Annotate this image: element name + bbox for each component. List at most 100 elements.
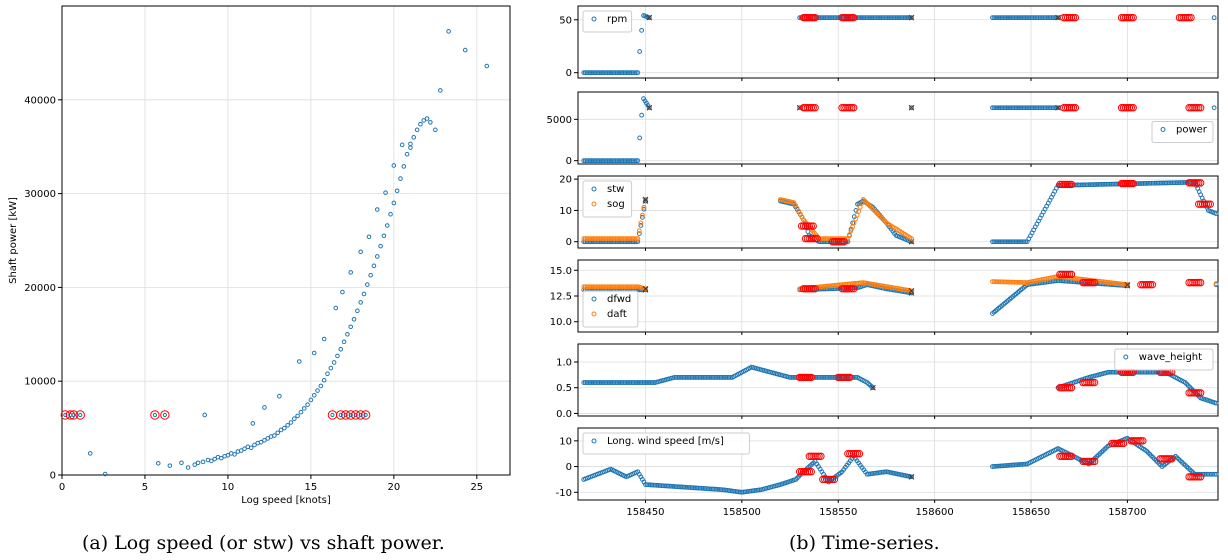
series-point: [681, 375, 687, 380]
outlier-point: [840, 13, 848, 22]
y-tick-label: 0.0: [556, 409, 572, 420]
series-point: [632, 158, 637, 164]
series-point: [999, 239, 1005, 245]
outlier-point: [807, 452, 815, 460]
series-point: [1032, 105, 1038, 111]
series-point: [608, 284, 614, 290]
series-point: [602, 236, 607, 242]
series-point: [1112, 369, 1117, 375]
series-point: [1012, 15, 1017, 21]
series-point: [597, 284, 603, 290]
outlier-point: [799, 285, 808, 293]
series-point: [870, 385, 876, 391]
series-point: [1078, 182, 1083, 188]
outlier-point: [1200, 200, 1209, 208]
series-point: [858, 15, 864, 21]
series-point: [999, 105, 1005, 111]
data-point: [361, 291, 367, 297]
series-point: [1092, 182, 1098, 187]
series-point: [707, 375, 713, 380]
series-point: [1095, 182, 1101, 187]
series-point: [1179, 180, 1185, 185]
outlier-point: [1071, 13, 1080, 22]
outlier-point: [1185, 179, 1193, 187]
outlier-point: [849, 285, 858, 293]
series-point: [605, 236, 610, 242]
outlier-point: [801, 373, 810, 382]
outlier-point: [838, 13, 846, 22]
series-point: [1023, 239, 1028, 245]
series-point: [587, 70, 593, 76]
data-point: [343, 412, 348, 418]
series-point: [1176, 180, 1182, 186]
series-point: [707, 486, 713, 492]
outlier-point: [824, 475, 833, 484]
series-point: [647, 380, 653, 385]
outlier-point: [1117, 179, 1126, 188]
outlier-point: [1133, 437, 1141, 445]
data-point: [348, 324, 354, 330]
series-point: [821, 15, 827, 21]
series-point: [1055, 105, 1061, 111]
series-point: [1203, 471, 1209, 477]
panel-wave: 0.0 0.5 1.0 wave_height: [556, 343, 1219, 420]
outlier-point: [1063, 104, 1072, 112]
outlier-point: [1063, 180, 1072, 189]
outlier-point: [842, 373, 850, 382]
series-point: [633, 284, 639, 290]
y-tick-label: 10.0: [550, 317, 572, 328]
outlier-point: [813, 452, 821, 460]
outlier-point: [836, 373, 844, 382]
series-point: [993, 279, 999, 285]
series-point: [909, 239, 914, 245]
outlier-point: [809, 234, 817, 243]
series-point: [1015, 15, 1021, 21]
outlier-point: [840, 104, 848, 112]
data-point: [258, 439, 264, 445]
y-tick-label: 12.5: [550, 292, 572, 303]
series-point: [616, 236, 622, 242]
outlier-point: [1191, 179, 1199, 187]
series-point: [1210, 471, 1216, 477]
outlier-point: [1127, 437, 1135, 445]
series-point: [584, 70, 590, 76]
outlier-point: [68, 410, 79, 420]
outlier-point: [1056, 384, 1064, 392]
outlier-point: [1193, 473, 1201, 481]
series-point: [1034, 15, 1040, 21]
cross-marker: [646, 104, 653, 111]
series-point: [1001, 105, 1006, 111]
cross-marker: [908, 288, 915, 294]
outlier-point: [846, 285, 854, 293]
series-point: [651, 482, 656, 488]
series-point: [991, 105, 997, 111]
legend-marker: [591, 438, 597, 444]
series-point: [581, 236, 587, 242]
outlier-point: [1160, 455, 1168, 463]
outlier-point: [1131, 437, 1139, 445]
series-point: [617, 284, 623, 290]
series-point: [614, 284, 620, 290]
series-point: [624, 158, 630, 164]
outlier-point: [803, 468, 812, 476]
y-axis-label: Shaft power [kW]: [8, 197, 19, 284]
series-point: [859, 200, 865, 206]
outlier-point: [803, 222, 812, 230]
series-point: [821, 375, 827, 380]
series-point: [696, 375, 701, 380]
series-point: [997, 15, 1003, 21]
outlier-point: [1060, 13, 1068, 22]
series-point: [1212, 471, 1217, 477]
series-point: [606, 284, 612, 290]
data-point: [285, 422, 290, 428]
series-point: [797, 15, 803, 21]
series-point: [589, 284, 595, 290]
series-point: [1211, 15, 1217, 21]
legend-box: [1151, 121, 1214, 143]
outlier-point: [1158, 455, 1166, 463]
series-point: [624, 284, 630, 290]
series-point: [627, 236, 633, 242]
series-point: [617, 380, 623, 385]
series-point: [586, 284, 591, 290]
series-point: [713, 375, 719, 380]
